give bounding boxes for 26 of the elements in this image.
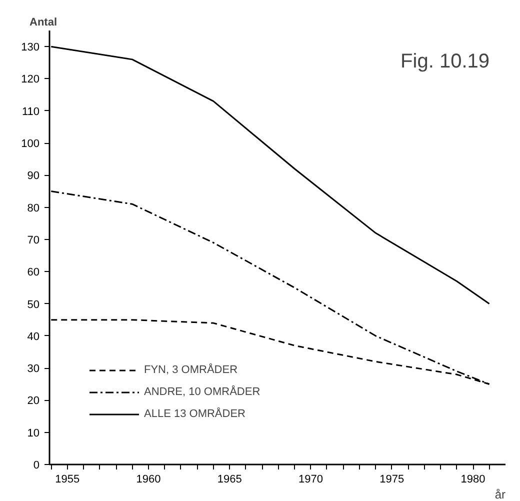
x-tick-label: 1980 [460,474,486,486]
y-tick-label: 100 [21,138,40,150]
y-tick-label: 80 [27,202,40,214]
y-axis-title: Antal [30,16,57,28]
x-tick-label: 1975 [380,474,404,486]
y-tick-label: 40 [27,330,40,343]
y-tick-label: 0 [33,460,40,472]
x-tick-label: 1960 [136,474,161,486]
y-tick-label: 120 [21,74,40,86]
x-tick-label: 1970 [298,474,324,486]
y-tick-label: 30 [27,363,40,376]
x-tick-label: 1965 [217,474,242,486]
legend-label: ANDRE, 10 OMRÅDER [144,386,260,398]
x-axis-title: år [494,488,506,501]
legend-label: FYN, 3 OMRÅDER [144,364,238,376]
y-tick-label: 60 [27,266,40,279]
text: Fig. 10.19 [400,50,490,72]
y-tick-label: 90 [27,170,40,182]
y-tick-label: 10 [27,427,40,440]
x-tick-label: 1955 [55,474,80,486]
y-tick-label: 70 [27,234,40,246]
y-tick-label: 130 [21,42,40,54]
legend-label: ALLE 13 OMRÅDER [144,408,246,420]
y-tick-label: 50 [27,298,40,311]
y-tick-label: 110 [22,106,40,118]
y-tick-label: 20 [27,395,40,408]
